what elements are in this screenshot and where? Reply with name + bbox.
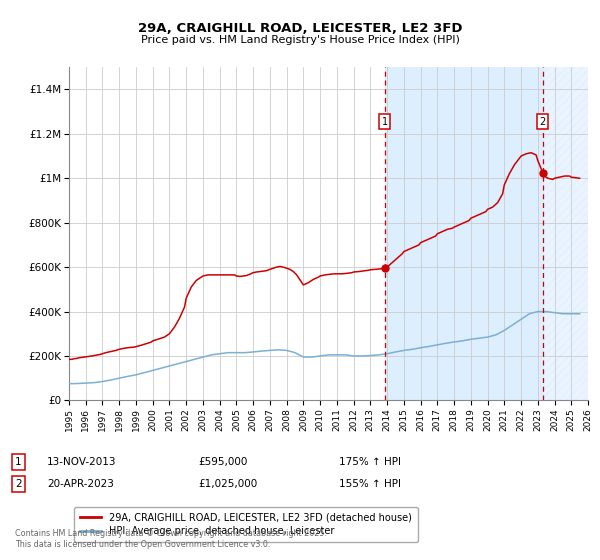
Text: 20-APR-2023: 20-APR-2023 <box>47 479 113 489</box>
Text: 1: 1 <box>382 116 388 127</box>
Legend: 29A, CRAIGHILL ROAD, LEICESTER, LE2 3FD (detached house), HPI: Average price, de: 29A, CRAIGHILL ROAD, LEICESTER, LE2 3FD … <box>74 507 418 542</box>
Text: £595,000: £595,000 <box>198 457 247 467</box>
Text: 29A, CRAIGHILL ROAD, LEICESTER, LE2 3FD: 29A, CRAIGHILL ROAD, LEICESTER, LE2 3FD <box>138 22 462 35</box>
Text: £1,025,000: £1,025,000 <box>198 479 257 489</box>
Text: Price paid vs. HM Land Registry's House Price Index (HPI): Price paid vs. HM Land Registry's House … <box>140 35 460 45</box>
Text: 2: 2 <box>15 479 22 489</box>
Text: 1: 1 <box>15 457 22 467</box>
Text: 13-NOV-2013: 13-NOV-2013 <box>47 457 116 467</box>
Text: 2: 2 <box>539 116 546 127</box>
Bar <box>543 67 588 400</box>
Bar <box>385 67 543 400</box>
Text: Contains HM Land Registry data © Crown copyright and database right 2025.
This d: Contains HM Land Registry data © Crown c… <box>15 529 327 549</box>
Text: 175% ↑ HPI: 175% ↑ HPI <box>339 457 401 467</box>
Text: 155% ↑ HPI: 155% ↑ HPI <box>339 479 401 489</box>
